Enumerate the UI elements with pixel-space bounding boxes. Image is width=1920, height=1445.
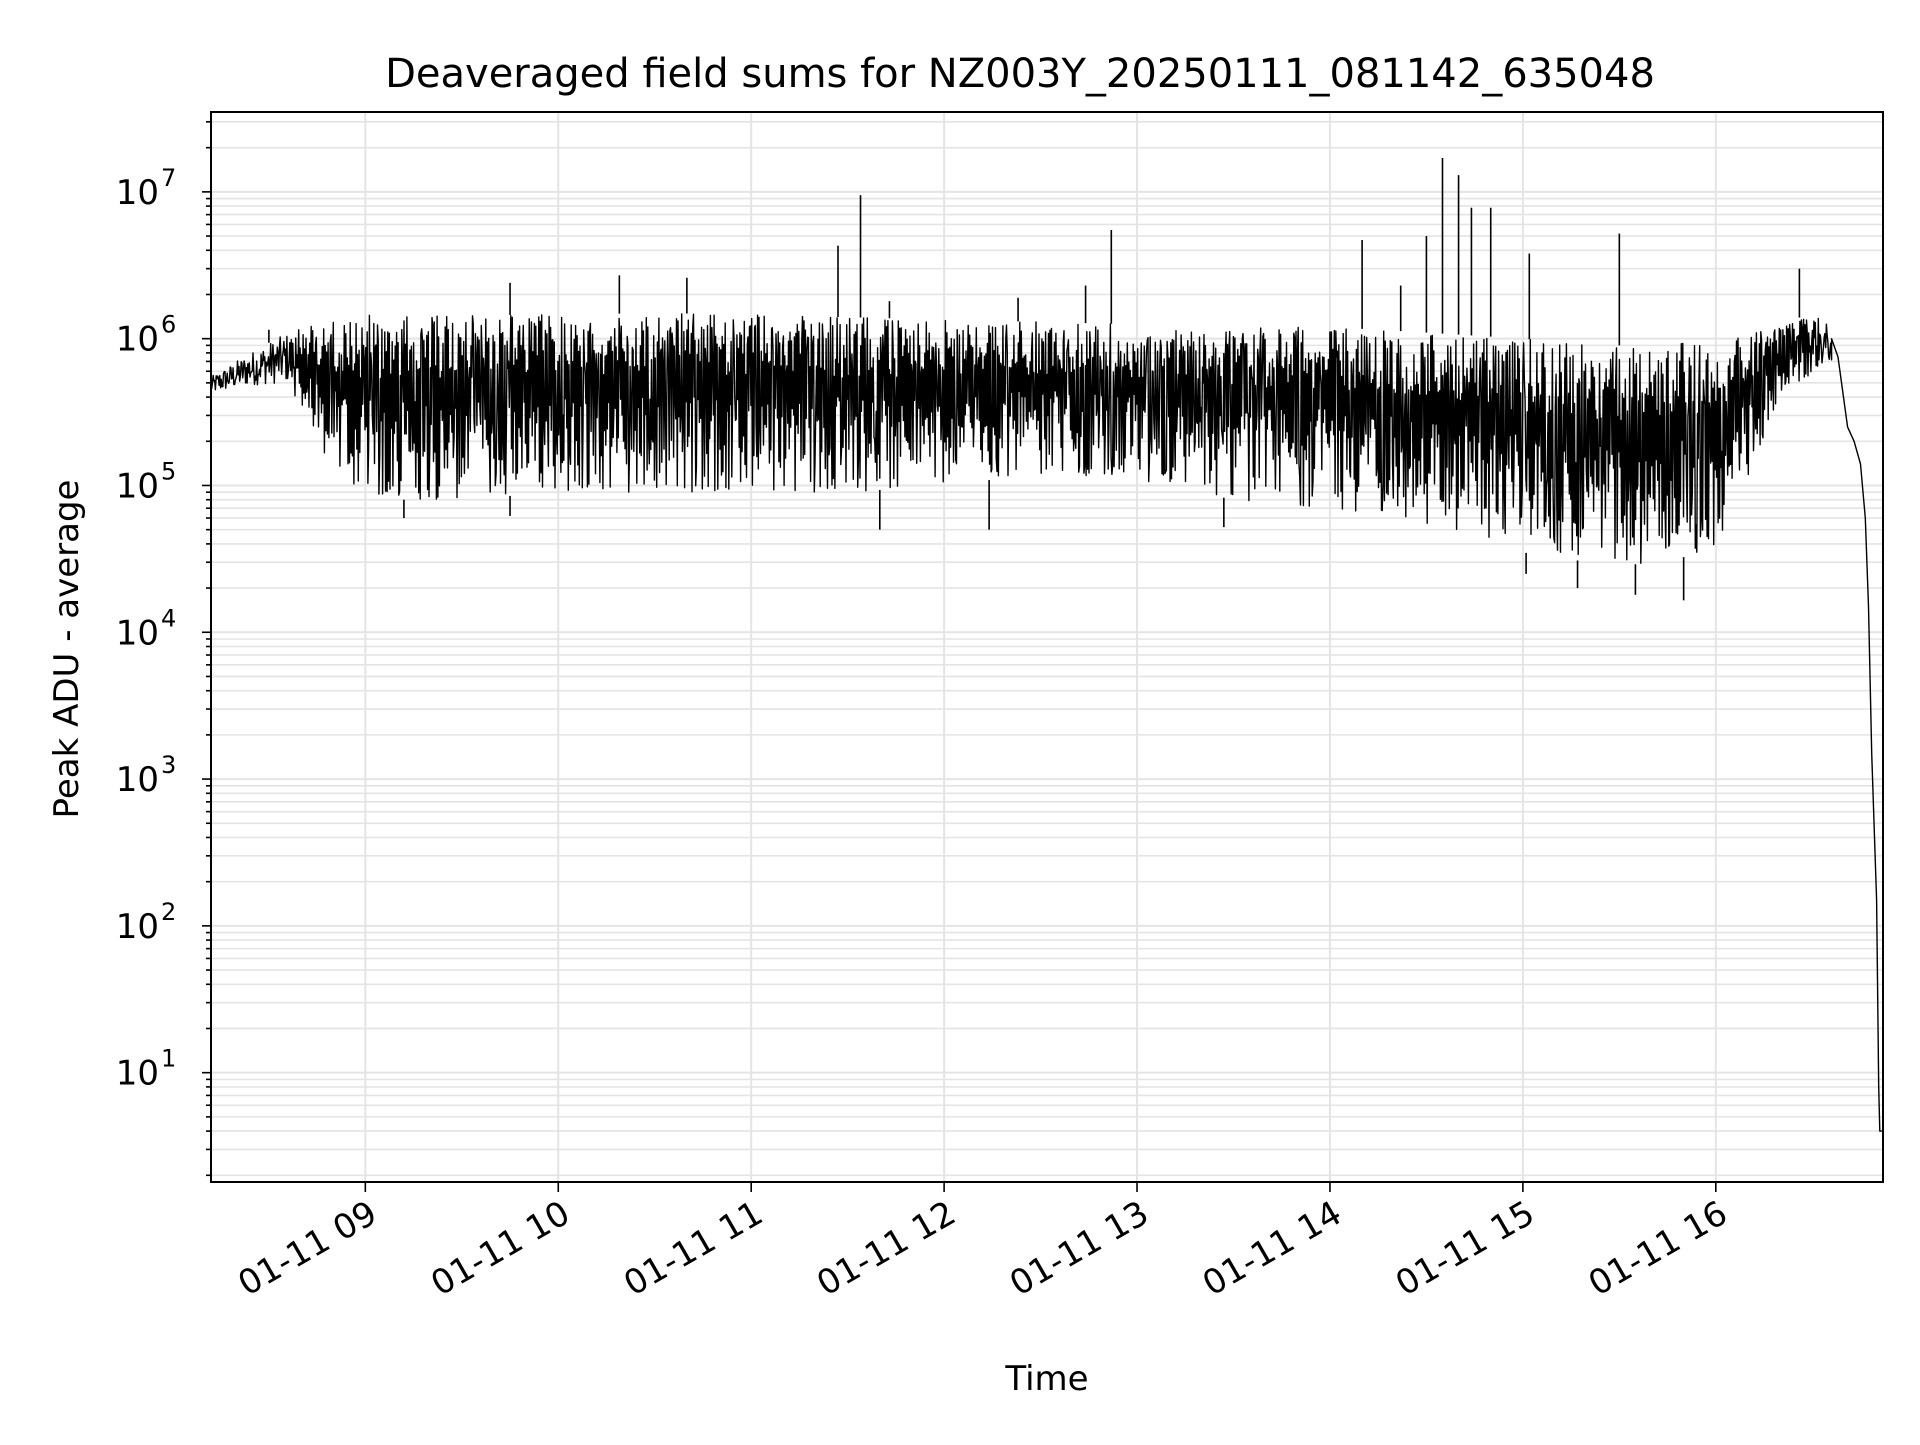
series-line [210,313,1882,1132]
plot-area [210,158,1882,1132]
chart-title: Deaveraged field sums for NZ003Y_2025011… [385,51,1655,97]
y-tick-exponent: 6 [161,311,176,339]
y-tick-exponent: 1 [161,1045,176,1073]
x-axis-label: Time [1004,1359,1088,1399]
x-tick-label: 01-11 12 [810,1193,962,1304]
x-tick-label: 01-11 16 [1582,1193,1734,1304]
y-tick-label: 10 [116,320,159,360]
y-axis-label: Peak ADU - average [47,480,87,819]
y-tick-exponent: 3 [161,751,176,779]
y-tick-exponent: 7 [161,164,176,192]
y-tick-label: 10 [116,173,159,213]
x-tick-label: 01-11 14 [1196,1193,1348,1304]
y-tick-exponent: 4 [161,604,176,632]
y-tick-label: 10 [116,1054,159,1094]
y-tick-exponent: 5 [161,457,176,485]
x-tick-label: 01-11 10 [424,1193,576,1304]
x-tick-label: 01-11 09 [231,1193,383,1304]
y-tick-label: 10 [116,907,159,947]
x-tick-label: 01-11 11 [617,1193,769,1304]
y-tick-exponent: 2 [161,898,176,926]
x-axis: 01-11 09 01-11 10 01-11 11 01-11 12 01-11 13… [231,1182,1734,1304]
y-tick-label: 10 [116,613,159,653]
grid [211,112,1883,1182]
x-tick-label: 01-11 13 [1003,1193,1155,1304]
y-tick-label: 10 [116,760,159,800]
y-tick-label: 10 [116,466,159,506]
x-tick-label: 01-11 15 [1389,1193,1541,1304]
